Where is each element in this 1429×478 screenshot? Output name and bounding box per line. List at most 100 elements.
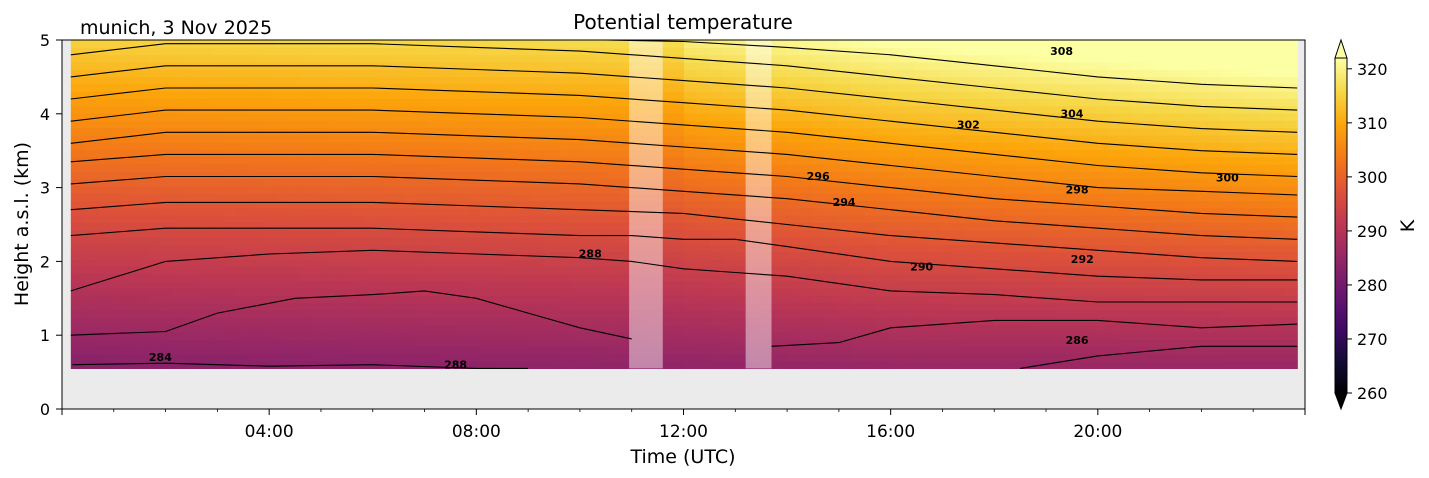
heatmap-cell	[824, 61, 838, 70]
heatmap-cell	[581, 353, 596, 362]
heatmap-cell	[160, 295, 174, 304]
heatmap-cell	[1233, 295, 1247, 304]
heatmap-cell	[173, 266, 187, 275]
heatmap-cell	[798, 185, 813, 194]
heatmap-cell	[364, 142, 379, 151]
heatmap-cell	[441, 317, 455, 326]
heatmap-cell	[249, 178, 264, 187]
heatmap-cell	[441, 156, 455, 165]
heatmap-cell	[811, 171, 826, 180]
heatmap-cell	[952, 244, 966, 253]
heatmap-cell	[1220, 76, 1234, 85]
heatmap-cell	[70, 280, 85, 289]
heatmap-cell	[645, 251, 660, 260]
heatmap-cell	[952, 134, 966, 143]
heatmap-cell	[339, 142, 353, 151]
heatmap-cell	[1080, 61, 1094, 70]
heatmap-cell	[530, 134, 545, 143]
heatmap-cell	[824, 295, 838, 304]
heatmap-cell	[402, 91, 417, 99]
heatmap-cell	[709, 149, 723, 158]
heatmap-cell	[888, 142, 902, 151]
heatmap-cell	[454, 310, 468, 318]
heatmap-cell	[1156, 149, 1171, 158]
heatmap-cell	[722, 76, 736, 85]
heatmap-cell	[1105, 127, 1119, 136]
heatmap-cell	[147, 222, 161, 231]
heatmap-cell	[645, 156, 660, 165]
heatmap-cell	[965, 288, 979, 297]
heatmap-cell	[109, 339, 123, 348]
heatmap-cell	[402, 222, 417, 231]
heatmap-cell	[594, 69, 608, 78]
heatmap-cell	[377, 98, 391, 107]
heatmap-cell	[1105, 237, 1119, 245]
heatmap-cell	[811, 339, 826, 348]
heatmap-cell	[198, 324, 212, 333]
heatmap-cell	[722, 244, 736, 253]
heatmap-cell	[607, 331, 621, 340]
heatmap-cell	[901, 164, 915, 172]
heatmap-cell	[517, 310, 532, 318]
heatmap-cell	[224, 222, 238, 231]
heatmap-cell	[620, 83, 634, 92]
heatmap-cell	[1220, 273, 1234, 282]
heatmap-cell	[1207, 164, 1222, 172]
heatmap-cell	[466, 200, 481, 209]
heatmap-cell	[1067, 120, 1081, 129]
heatmap-cell	[530, 76, 545, 85]
heatmap-cell	[466, 178, 481, 187]
heatmap-cell	[594, 142, 608, 151]
heatmap-cell	[747, 156, 762, 165]
heatmap-cell	[939, 251, 953, 260]
heatmap-cell	[466, 295, 481, 304]
heatmap-cell	[441, 61, 455, 70]
heatmap-cell	[760, 76, 775, 85]
heatmap-cell	[415, 193, 430, 202]
heatmap-cell	[1105, 40, 1119, 48]
heatmap-cell	[965, 105, 979, 114]
heatmap-cell	[837, 40, 851, 48]
heatmap-cell	[224, 273, 238, 282]
heatmap-cell	[620, 193, 634, 202]
heatmap-cell	[1258, 142, 1273, 151]
heatmap-cell	[926, 237, 941, 245]
heatmap-cell	[211, 200, 225, 209]
heatmap-cell	[543, 164, 557, 172]
heatmap-cell	[543, 83, 557, 92]
heatmap-cell	[441, 83, 455, 92]
heatmap-cell	[1131, 229, 1145, 238]
heatmap-cell	[530, 280, 545, 289]
heatmap-cell	[1220, 244, 1234, 253]
heatmap-cell	[466, 317, 481, 326]
heatmap-cell	[479, 47, 493, 56]
heatmap-cell	[364, 193, 379, 202]
heatmap-cell	[262, 317, 276, 326]
heatmap-cell	[632, 222, 647, 231]
heatmap-cell	[1080, 83, 1094, 92]
heatmap-cell	[1105, 295, 1119, 304]
heatmap-cell	[696, 339, 711, 348]
heatmap-cell	[275, 120, 289, 129]
heatmap-cell	[249, 112, 264, 121]
heatmap-cell	[569, 134, 583, 143]
heatmap-cell	[850, 229, 864, 238]
heatmap-cell	[747, 40, 762, 48]
heatmap-cell	[607, 229, 621, 238]
heatmap-cell	[492, 280, 506, 289]
heatmap-cell	[1092, 185, 1107, 194]
heatmap-cell	[901, 142, 915, 151]
heatmap-cell	[632, 47, 647, 56]
heatmap-cell	[811, 324, 826, 333]
heatmap-cell	[479, 361, 493, 370]
heatmap-cell	[1105, 149, 1119, 158]
heatmap-cell	[160, 251, 174, 260]
heatmap-cell	[1169, 142, 1183, 151]
heatmap-cell	[211, 134, 225, 143]
heatmap-cell	[134, 251, 149, 260]
heatmap-cell	[990, 310, 1004, 318]
heatmap-cell	[837, 164, 851, 172]
heatmap-cell	[1016, 120, 1030, 129]
heatmap-cell	[275, 149, 289, 158]
heatmap-cell	[479, 83, 493, 92]
